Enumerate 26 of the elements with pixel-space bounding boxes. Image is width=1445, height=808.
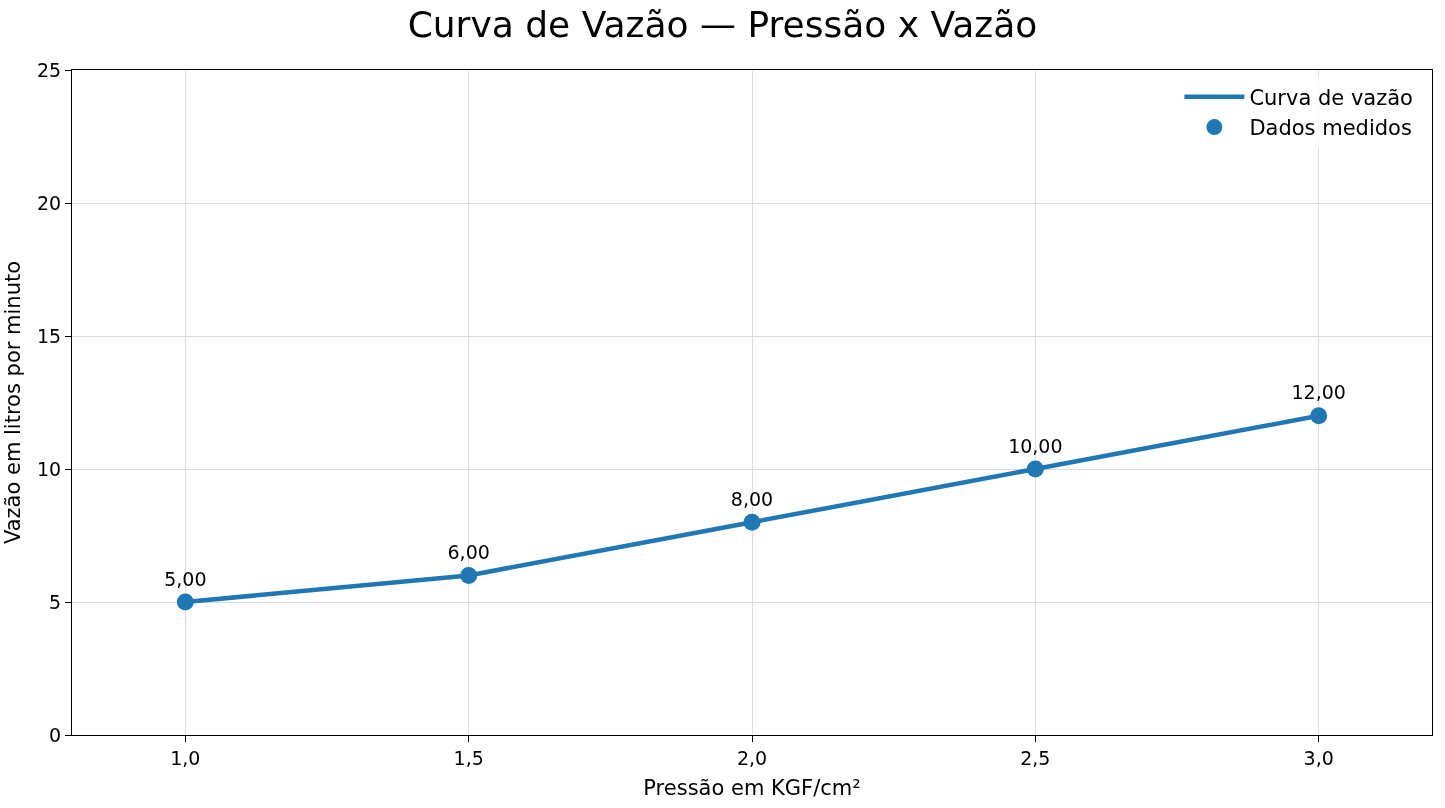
data-label: 12,00 bbox=[1291, 381, 1346, 404]
data-label: 10,00 bbox=[1008, 434, 1063, 457]
x-tick-label: 2,0 bbox=[736, 746, 768, 769]
data-label: 6,00 bbox=[447, 541, 490, 564]
x-tick-label: 2,5 bbox=[1020, 746, 1051, 769]
data-label: 5,00 bbox=[164, 567, 207, 590]
y-tick-label: 10 bbox=[36, 457, 62, 480]
x-tick-label: 1,5 bbox=[453, 746, 484, 769]
point bbox=[176, 593, 194, 611]
y-tick-label: 25 bbox=[36, 58, 62, 81]
point bbox=[1026, 460, 1044, 478]
y-tick-label: 5 bbox=[49, 590, 62, 613]
chart-title: Curva de Vazão — Pressão x Vazão bbox=[407, 4, 1038, 46]
x-tick-label: 1,0 bbox=[170, 746, 201, 769]
point bbox=[460, 566, 478, 584]
x-axis-title: Pressão em KGF/cm² bbox=[643, 776, 861, 801]
point bbox=[1310, 407, 1328, 425]
data-label: 8,00 bbox=[730, 487, 774, 510]
legend-label: Curva de vazão bbox=[1249, 85, 1413, 110]
y-tick-label: 15 bbox=[36, 324, 62, 347]
legend-label: Dados medidos bbox=[1249, 116, 1412, 141]
point bbox=[743, 513, 761, 531]
y-tick-label: 20 bbox=[36, 191, 62, 214]
x-tick-label: 3,0 bbox=[1303, 746, 1334, 769]
y-axis-title: Vazão em litros por minuto bbox=[1, 260, 26, 545]
y-tick-label: 0 bbox=[49, 723, 62, 746]
